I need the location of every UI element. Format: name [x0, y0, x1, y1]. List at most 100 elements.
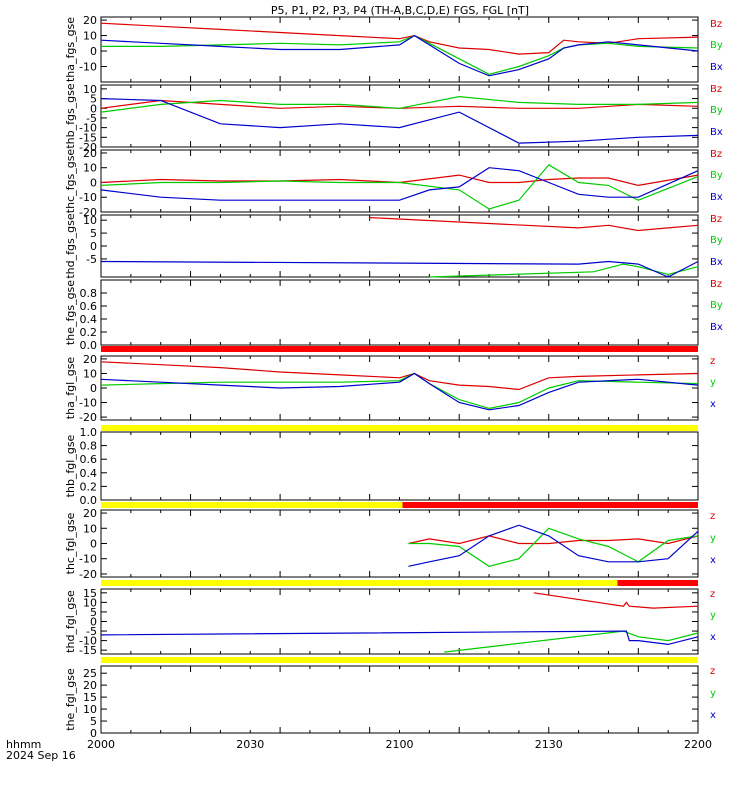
y-tick-label: 15	[83, 691, 97, 704]
legend-By: By	[710, 40, 723, 51]
legend-Bx: Bx	[710, 127, 723, 138]
y-tick-label: 10	[83, 703, 97, 716]
y-tick-label: -5	[86, 625, 97, 638]
y-tick-label: 1.0	[80, 426, 98, 439]
legend-y: y	[710, 610, 716, 621]
y-tick-label: 10	[83, 162, 97, 175]
series-line-z	[533, 592, 699, 609]
y-tick-label: 0.2	[80, 326, 98, 339]
legend-Bx: Bx	[710, 322, 723, 333]
y-tick-label: 0	[90, 176, 97, 189]
series-line-z	[408, 535, 699, 545]
legend-Bz: Bz	[710, 84, 722, 95]
panel-thc_fgl_gse: -20 -10 0 10 20 thc_fgl_gse zyx	[64, 507, 716, 581]
panel-frame	[100, 665, 699, 734]
y-tick-label: -5	[86, 112, 97, 125]
y-tick-label: 5	[90, 606, 97, 619]
series-line-Bz	[369, 217, 699, 232]
y-tick-label: -15	[79, 644, 97, 657]
legend-Bx: Bx	[710, 192, 723, 203]
legend-x: x	[710, 632, 716, 643]
series-line-Bz	[100, 174, 699, 187]
y-tick-label: 0	[90, 240, 97, 253]
legend-y: y	[710, 533, 716, 544]
panel-frame	[100, 84, 699, 148]
y-tick-label: 5	[90, 93, 97, 106]
series-line-Bx	[100, 98, 699, 144]
status-bar-segment	[402, 502, 698, 508]
series-line-x	[100, 372, 699, 411]
y-tick-label: 5	[90, 715, 97, 728]
legend-By: By	[710, 170, 723, 181]
x-tick-label: 2100	[386, 738, 414, 751]
y-tick-label: 10	[83, 596, 97, 609]
series-line-y	[444, 630, 699, 653]
y-tick-label: -10	[79, 635, 97, 648]
panel-frame	[100, 16, 699, 83]
series-line-By	[100, 95, 699, 113]
series-line-By	[429, 263, 699, 278]
y-tick-label: 20	[83, 353, 97, 366]
y-tick-label: 20	[83, 147, 97, 160]
y-tick-label: 0	[90, 102, 97, 115]
panel-frame	[100, 588, 699, 655]
y-tick-label: 0.0	[80, 339, 98, 352]
legend-z: z	[710, 511, 715, 522]
x-tick-label: 2130	[535, 738, 563, 751]
y-axis-label: the_fgl_gse	[64, 668, 77, 731]
legend-y: y	[710, 688, 716, 699]
x-corner-label-hhmm: hhmm	[6, 738, 41, 751]
y-tick-label: 10	[83, 367, 97, 380]
legend-x: x	[710, 399, 716, 410]
legend-Bx: Bx	[710, 62, 723, 73]
series-line-By	[100, 164, 699, 210]
legend-z: z	[710, 589, 715, 600]
legend-Bz: Bz	[710, 279, 722, 290]
y-tick-label: 0.4	[80, 467, 98, 480]
panel-frame	[100, 149, 699, 213]
y-tick-label: 0.6	[80, 300, 98, 313]
series-line-Bx	[100, 167, 699, 201]
y-tick-label: 0.4	[80, 313, 98, 326]
status-bar-segment	[101, 502, 403, 508]
y-tick-label: 0	[90, 45, 97, 58]
y-axis-label: thc_fgl_gse	[64, 512, 77, 574]
y-tick-label: 0.8	[80, 440, 98, 453]
y-tick-label: 10	[83, 30, 97, 43]
status-bar-segment	[101, 657, 698, 663]
y-tick-label: -10	[79, 61, 97, 74]
y-axis-label: tha_fgl_gse	[64, 357, 77, 420]
y-tick-label: 0	[90, 538, 97, 551]
panel-tha_fgs_gse: -10 0 10 20 tha_fgs_gse Bz By Bx	[64, 14, 723, 83]
x-tick-label: 2030	[236, 738, 264, 751]
status-bar-segment	[101, 425, 698, 431]
y-tick-label: 0.6	[80, 453, 98, 466]
series-line-z	[100, 361, 699, 391]
y-tick-label: -15	[79, 131, 97, 144]
series-line-x	[408, 524, 699, 567]
legend-Bz: Bz	[710, 149, 722, 160]
series-line-Bx	[100, 260, 699, 278]
y-tick-label: 0	[90, 382, 97, 395]
series-line-Bx	[100, 34, 699, 77]
y-axis-label: the_fgs_gse	[64, 280, 77, 345]
legend-y: y	[710, 377, 716, 388]
legend-By: By	[710, 105, 723, 116]
panel-frame	[100, 509, 699, 578]
y-tick-label: 0.0	[80, 494, 98, 507]
y-tick-label: -10	[79, 553, 97, 566]
y-tick-label: 0.2	[80, 480, 98, 493]
y-axis-label: thd_fgs_gse	[64, 213, 77, 279]
x-tick-label: 2200	[684, 738, 712, 751]
legend-By: By	[710, 300, 723, 311]
y-tick-label: 0	[90, 616, 97, 629]
y-tick-label: -20	[79, 568, 97, 581]
y-tick-label: -20	[79, 206, 97, 219]
y-tick-label: 10	[83, 214, 97, 227]
x-corner-label-date: 2024 Sep 16	[6, 749, 76, 762]
